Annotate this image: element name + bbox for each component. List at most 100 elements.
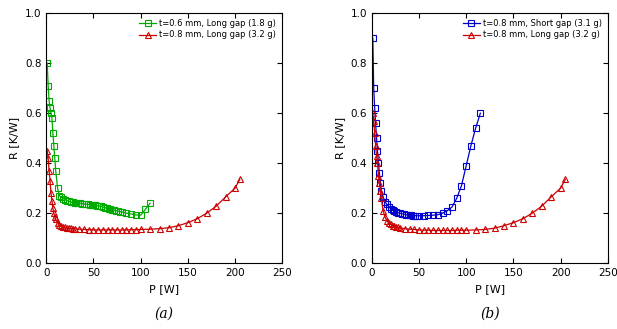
t=0.8 mm, Short gap (3.1 g) [394, 211, 402, 215]
t=0.8 mm, Short gap (3.1 g) [439, 211, 446, 215]
t=0.8 mm, Long gap (3.2 g) [449, 228, 456, 232]
Text: (b): (b) [480, 307, 500, 321]
t=0.8 mm, Long gap (3.2 g) [383, 219, 391, 223]
t=0.8 mm, Long gap (3.2 g) [109, 228, 116, 232]
t=0.8 mm, Short gap (3.1 g) [389, 208, 396, 212]
t=0.8 mm, Long gap (3.2 g) [376, 181, 383, 185]
t=0.6 mm, Long gap (1.8 g) [64, 199, 71, 203]
t=0.8 mm, Long gap (3.2 g) [429, 228, 437, 232]
t=0.8 mm, Long gap (3.2 g) [54, 221, 61, 225]
t=0.8 mm, Short gap (3.1 g) [472, 126, 479, 130]
t=0.8 mm, Short gap (3.1 g) [402, 213, 410, 217]
t=0.8 mm, Long gap (3.2 g) [222, 195, 230, 199]
t=0.8 mm, Long gap (3.2 g) [394, 225, 402, 229]
t=0.8 mm, Long gap (3.2 g) [458, 228, 465, 232]
t=0.8 mm, Long gap (3.2 g) [76, 227, 83, 231]
t=0.8 mm, Short gap (3.1 g) [420, 214, 428, 218]
t=0.8 mm, Short gap (3.1 g) [413, 214, 421, 218]
t=0.8 mm, Short gap (3.1 g) [381, 200, 389, 204]
t=0.8 mm, Long gap (3.2 g) [44, 156, 52, 160]
t=0.8 mm, Long gap (3.2 g) [410, 227, 418, 231]
t=0.8 mm, Long gap (3.2 g) [48, 199, 56, 203]
t=0.6 mm, Long gap (1.8 g) [103, 206, 110, 210]
t=0.8 mm, Short gap (3.1 g) [392, 210, 400, 214]
t=0.8 mm, Long gap (3.2 g) [538, 204, 545, 208]
t=0.8 mm, Long gap (3.2 g) [118, 228, 125, 232]
t=0.8 mm, Short gap (3.1 g) [444, 209, 451, 213]
t=0.8 mm, Short gap (3.1 g) [424, 214, 432, 217]
t=0.8 mm, Long gap (3.2 g) [510, 221, 517, 225]
t=0.8 mm, Long gap (3.2 g) [146, 227, 154, 231]
Line: t=0.8 mm, Long gap (3.2 g): t=0.8 mm, Long gap (3.2 g) [370, 111, 568, 233]
t=0.8 mm, Long gap (3.2 g) [56, 223, 63, 227]
t=0.8 mm, Long gap (3.2 g) [387, 222, 394, 226]
t=0.8 mm, Long gap (3.2 g) [372, 144, 379, 148]
t=0.8 mm, Short gap (3.1 g) [415, 214, 423, 218]
t=0.8 mm, Short gap (3.1 g) [406, 213, 413, 217]
t=0.8 mm, Long gap (3.2 g) [99, 228, 107, 232]
t=0.8 mm, Long gap (3.2 g) [444, 228, 451, 232]
t=0.8 mm, Short gap (3.1 g) [408, 214, 415, 217]
t=0.8 mm, Long gap (3.2 g) [385, 221, 392, 225]
t=0.8 mm, Long gap (3.2 g) [46, 179, 54, 183]
t=0.8 mm, Short gap (3.1 g) [400, 212, 408, 216]
t=0.8 mm, Long gap (3.2 g) [381, 215, 389, 219]
X-axis label: P [W]: P [W] [149, 284, 180, 293]
t=0.8 mm, Long gap (3.2 g) [406, 227, 413, 231]
t=0.8 mm, Short gap (3.1 g) [412, 214, 419, 218]
t=0.8 mm, Long gap (3.2 g) [557, 186, 565, 190]
t=0.8 mm, Short gap (3.1 g) [467, 144, 474, 148]
t=0.8 mm, Long gap (3.2 g) [194, 217, 201, 221]
Y-axis label: R [K/W]: R [K/W] [335, 117, 345, 159]
t=0.8 mm, Long gap (3.2 g) [69, 227, 77, 231]
t=0.8 mm, Long gap (3.2 g) [67, 226, 75, 230]
t=0.8 mm, Long gap (3.2 g) [371, 131, 378, 135]
t=0.8 mm, Short gap (3.1 g) [369, 36, 376, 40]
t=0.8 mm, Short gap (3.1 g) [379, 195, 387, 199]
t=0.6 mm, Long gap (1.8 g) [137, 213, 144, 217]
t=0.8 mm, Long gap (3.2 g) [424, 228, 432, 232]
t=0.8 mm, Long gap (3.2 g) [65, 226, 73, 230]
t=0.8 mm, Long gap (3.2 g) [491, 226, 498, 230]
t=0.8 mm, Long gap (3.2 g) [415, 228, 423, 232]
t=0.8 mm, Long gap (3.2 g) [123, 228, 130, 232]
t=0.8 mm, Long gap (3.2 g) [463, 228, 470, 232]
t=0.8 mm, Long gap (3.2 g) [236, 177, 244, 181]
t=0.6 mm, Long gap (1.8 g) [146, 201, 154, 205]
t=0.8 mm, Short gap (3.1 g) [399, 212, 406, 216]
t=0.8 mm, Short gap (3.1 g) [371, 106, 378, 110]
t=0.8 mm, Long gap (3.2 g) [104, 228, 111, 232]
t=0.8 mm, Short gap (3.1 g) [404, 213, 412, 217]
t=0.8 mm, Short gap (3.1 g) [410, 214, 417, 218]
t=0.8 mm, Short gap (3.1 g) [477, 111, 484, 115]
t=0.8 mm, Short gap (3.1 g) [391, 209, 398, 213]
t=0.8 mm, Long gap (3.2 g) [481, 227, 489, 231]
t=0.8 mm, Short gap (3.1 g) [449, 205, 456, 209]
t=0.8 mm, Long gap (3.2 g) [52, 217, 59, 221]
t=0.8 mm, Long gap (3.2 g) [401, 227, 408, 231]
t=0.8 mm, Long gap (3.2 g) [369, 111, 376, 115]
t=0.8 mm, Long gap (3.2 g) [132, 228, 139, 232]
t=0.8 mm, Short gap (3.1 g) [376, 181, 384, 185]
t=0.8 mm, Long gap (3.2 g) [51, 215, 59, 219]
t=0.8 mm, Long gap (3.2 g) [71, 227, 78, 231]
t=0.8 mm, Long gap (3.2 g) [379, 209, 387, 213]
t=0.8 mm, Short gap (3.1 g) [385, 205, 392, 209]
t=0.8 mm, Long gap (3.2 g) [376, 189, 384, 193]
Legend: t=0.6 mm, Long gap (1.8 g), t=0.8 mm, Long gap (3.2 g): t=0.6 mm, Long gap (1.8 g), t=0.8 mm, Lo… [138, 17, 278, 41]
t=0.8 mm, Long gap (3.2 g) [375, 174, 382, 178]
t=0.8 mm, Long gap (3.2 g) [561, 177, 569, 181]
t=0.8 mm, Short gap (3.1 g) [376, 171, 383, 175]
t=0.8 mm, Long gap (3.2 g) [128, 228, 135, 232]
t=0.8 mm, Short gap (3.1 g) [372, 121, 379, 125]
t=0.8 mm, Long gap (3.2 g) [439, 228, 446, 232]
t=0.8 mm, Short gap (3.1 g) [373, 136, 380, 140]
t=0.8 mm, Short gap (3.1 g) [453, 196, 460, 200]
t=0.8 mm, Long gap (3.2 g) [62, 225, 69, 229]
t=0.6 mm, Long gap (1.8 g) [142, 208, 149, 212]
t=0.8 mm, Long gap (3.2 g) [500, 224, 508, 228]
t=0.8 mm, Short gap (3.1 g) [434, 213, 442, 217]
t=0.8 mm, Long gap (3.2 g) [175, 224, 182, 228]
t=0.8 mm, Long gap (3.2 g) [80, 227, 88, 231]
t=0.8 mm, Long gap (3.2 g) [231, 186, 239, 190]
